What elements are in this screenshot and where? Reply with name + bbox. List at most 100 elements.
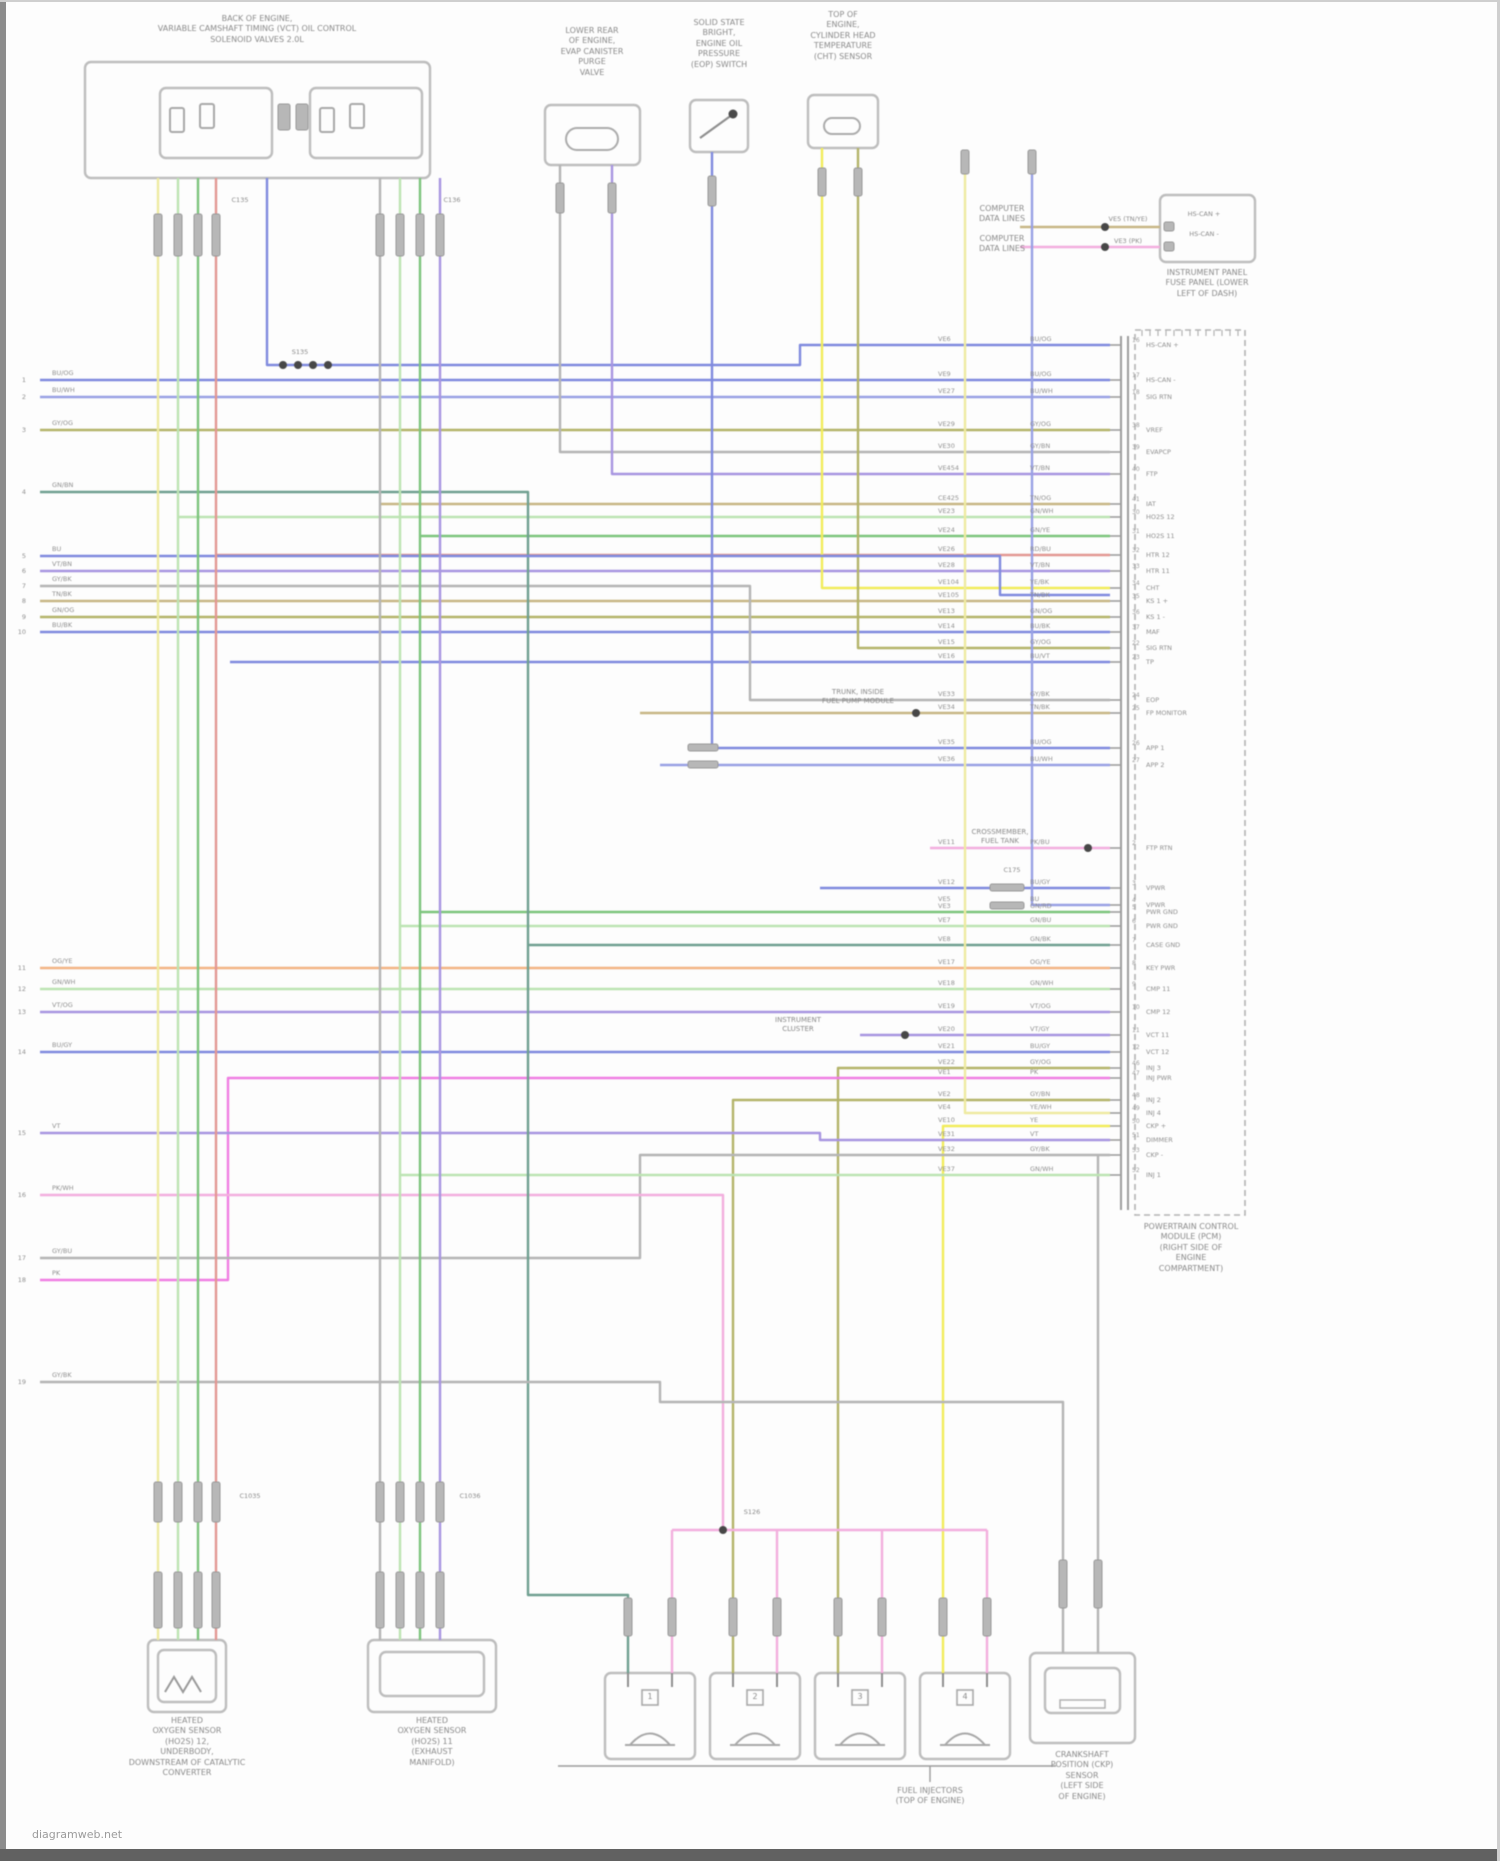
diagram-label: INSTRUMENT PANEL FUSE PANEL (LOWER LEFT OF… [1165, 268, 1248, 299]
pcm-wire-color-label: OG/YE [1030, 958, 1051, 966]
diagram-label-line: TEMPERATURE [813, 41, 873, 51]
diagram-label-line: POSITION (CKP) [1050, 1760, 1114, 1770]
diagram-label: HS-CAN + [1188, 210, 1221, 218]
diagram-label-line: S126 [743, 1508, 761, 1516]
diagram-label: VE3 (PK) [1114, 237, 1142, 245]
pcm-pin-number: 50 [1132, 1118, 1140, 1125]
inline-connector-block [375, 1481, 385, 1523]
injector-number: 3 [857, 1692, 863, 1701]
inline-connector-block [193, 1571, 203, 1629]
diagram-label-line: SOLID STATE [693, 18, 745, 27]
diagram-label-line: BRIGHT, [702, 28, 736, 38]
diagram-label-line: COMPUTER [979, 204, 1025, 213]
left-row-wire-code: PK/WH [52, 1184, 74, 1192]
diagram-label-line: (TOP OF ENGINE) [895, 1796, 965, 1806]
inline-connector-block [375, 213, 385, 257]
pcm-wire-color-label: GN/RD [1030, 902, 1052, 910]
diagram-label-line: BACK OF ENGINE, [221, 14, 293, 23]
pcm-wire-color-label: BU [1030, 895, 1040, 903]
pcm-circuit-label: VE33 [938, 690, 955, 698]
inline-connector-block [938, 1597, 948, 1637]
pcm-wire-color-label: VT [1030, 1130, 1039, 1138]
diagram-label: VE5 (TN/YE) [1109, 215, 1148, 223]
inline-connector-block [295, 103, 309, 131]
ckp-sensor-inner [1043, 1666, 1122, 1715]
left-row-number: 7 [21, 582, 26, 590]
pcm-pin-name: CHT [1146, 584, 1160, 592]
diagram-label: C1036 [459, 1492, 480, 1500]
pcm-circuit-label: VE36 [938, 755, 955, 763]
purge-valve-symbol [565, 127, 619, 151]
pcm-pin-number: 34 [1132, 580, 1140, 587]
vct-inner-2 [308, 86, 424, 160]
diagram-label-line: VE5 (TN/YE) [1108, 215, 1148, 223]
diagram-label-line: VARIABLE CAMSHAFT TIMING (VCT) OIL CONTR… [157, 24, 357, 34]
diagram-label-line: MANIFOLD) [409, 1757, 455, 1767]
inline-connector-block [173, 1571, 183, 1629]
diagram-label-line: S135 [291, 348, 309, 356]
wire-purge-a [558, 165, 1110, 454]
watermark-text: diagramweb.net [32, 1828, 123, 1841]
left-row-number: 16 [17, 1191, 26, 1199]
pcm-wire-color-label: BU/GY [1030, 878, 1051, 886]
pcm-circuit-label: VE18 [938, 979, 955, 987]
cht-sensor-box [806, 93, 880, 150]
pcm-pin-number: 6 [1132, 918, 1136, 925]
diagram-label: C175 [1004, 866, 1021, 874]
injector-coil-symbol [944, 1732, 986, 1746]
inline-connector-block [173, 1481, 183, 1523]
inline-connector-block [435, 1481, 445, 1523]
inline-connector-block [728, 1597, 738, 1637]
left-row-number: 2 [21, 393, 26, 401]
pcm-circuit-label: VE23 [938, 507, 955, 515]
ckp-sensor-box [1028, 1651, 1137, 1745]
inline-connector-block [153, 1571, 163, 1629]
inline-connector-block [211, 1481, 221, 1523]
ho2s12-inner [156, 1648, 218, 1704]
diagram-label-line: (EOP) SWITCH [690, 59, 748, 69]
ho2s11-box [366, 1638, 498, 1714]
page-border-top [0, 0, 1500, 2]
pcm-circuit-label: VE30 [938, 442, 955, 450]
inline-connector-block [277, 103, 291, 131]
diagram-label-line: TOP OF [828, 10, 858, 19]
left-row-wire-code: VT [52, 1122, 61, 1130]
diagram-label-line: FUEL PUMP MODULE [822, 697, 894, 706]
diagram-label-line: FUEL TANK [980, 837, 1020, 846]
inline-connector-block [1027, 149, 1037, 175]
diagram-label-line: SENSOR [1065, 1770, 1099, 1780]
inline-connector-block [193, 1481, 203, 1523]
left-row-number: 5 [21, 552, 26, 560]
vct-solenoid-symbol [199, 103, 215, 129]
pcm-wire-color-label: GN/YE [1030, 526, 1051, 534]
diagram-label-line: HS-CAN - [1189, 230, 1219, 238]
diagram-label-line: INSTRUMENT [775, 1016, 821, 1024]
splice-dot [1101, 243, 1109, 251]
inline-connector-block [173, 213, 183, 257]
diagram-label-line: DATA LINES [978, 244, 1026, 254]
diagram-label-line: (RIGHT SIDE OF [1159, 1242, 1223, 1252]
diagram-label-line: DATA LINES [978, 214, 1026, 224]
pcm-pin-number: 46 [1132, 1060, 1140, 1067]
pcm-circuit-label: VE8 [938, 935, 951, 943]
pcm-wire-color-label: GN/WH [1030, 979, 1054, 987]
pcm-pin-number: 2 [1132, 840, 1136, 847]
pcm-pin-name: HTR 12 [1146, 551, 1170, 559]
pcm-pin-number: 18 [1132, 389, 1140, 396]
pcm-pin-number: 17 [1132, 372, 1140, 379]
diagram-label: S126 [744, 1508, 761, 1516]
left-row-number: 8 [21, 597, 26, 605]
inline-connector-block [435, 213, 445, 257]
inline-connector-block [153, 213, 163, 257]
diagram-label-line: OXYGEN SENSOR [152, 1726, 222, 1736]
pcm-pin-number: 25 [1132, 705, 1140, 712]
pcm-wire-color-label: VT/OG [1030, 1002, 1051, 1010]
pcm-wire-color-label: GN/WH [1030, 1165, 1054, 1173]
left-row-wire-code: GY/BK [52, 1371, 72, 1379]
pcm-wire-color-label: GY/OG [1030, 638, 1052, 646]
pcm-circuit-label: VE17 [938, 958, 955, 966]
vct-assembly-outer [83, 60, 432, 180]
left-row-number: 10 [17, 628, 26, 636]
diagram-label: BACK OF ENGINE, VARIABLE CAMSHAFT TIMING … [158, 14, 356, 45]
ho2s11-inner [378, 1650, 486, 1698]
